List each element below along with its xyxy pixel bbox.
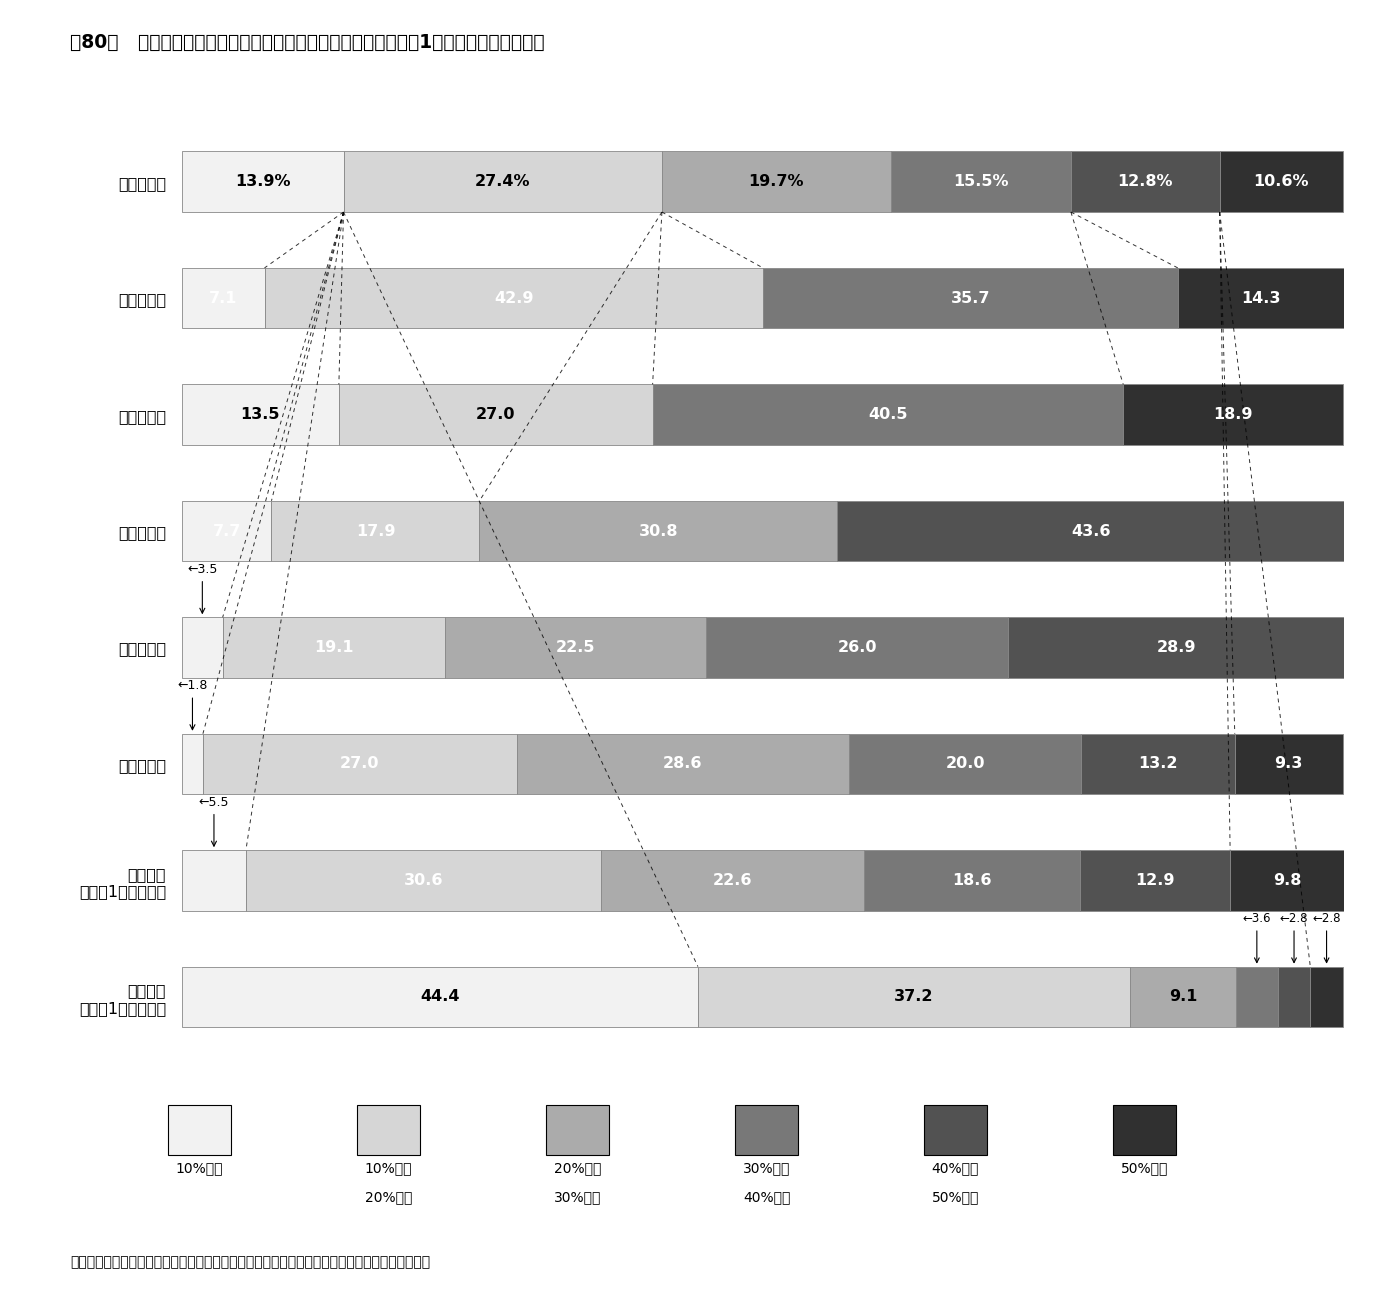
Text: 10%未満: 10%未満 [176,1162,223,1176]
Bar [652,385,1123,445]
Text: 42.9: 42.9 [494,290,533,306]
Text: ←5.5: ←5.5 [199,795,230,846]
Text: 37.2: 37.2 [895,989,934,1005]
Text: 20%以上: 20%以上 [554,1162,601,1176]
Bar [699,967,1130,1027]
Text: 44.4: 44.4 [420,989,459,1005]
Bar [272,501,479,561]
Text: 30.8: 30.8 [638,523,678,539]
Text: 13.5: 13.5 [241,407,280,422]
Text: 30%未満: 30%未満 [554,1190,601,1205]
Text: 15.5%: 15.5% [953,174,1008,190]
Text: 9.1: 9.1 [1169,989,1197,1005]
Text: ←3.5: ←3.5 [188,562,217,613]
Text: 10.6%: 10.6% [1253,174,1309,190]
Text: ←3.6: ←3.6 [1243,913,1271,963]
Bar [1081,850,1231,910]
Bar [223,617,445,678]
Text: 第80図   団体規模別地方税の歳入総額に占める割合の状況（人口1人当たり額の構成比）: 第80図 団体規模別地方税の歳入総額に占める割合の状況（人口1人当たり額の構成比… [70,33,545,52]
Text: 18.6: 18.6 [952,872,993,888]
Bar [246,850,602,910]
Bar [763,268,1177,328]
Bar [1236,967,1278,1027]
Text: 40%未満: 40%未満 [743,1190,790,1205]
Text: 12.8%: 12.8% [1117,174,1173,190]
Bar [182,501,272,561]
Text: 19.7%: 19.7% [749,174,804,190]
Text: 7.7: 7.7 [213,523,241,539]
Bar [1177,268,1344,328]
Bar [1231,850,1344,910]
Text: 7.1: 7.1 [209,290,238,306]
Bar [203,734,517,794]
Text: ←2.8: ←2.8 [1280,913,1308,963]
Bar [182,850,246,910]
Bar [1130,967,1236,1027]
Bar [1219,152,1343,212]
Text: 27.0: 27.0 [476,407,515,422]
Bar [706,617,1008,678]
Bar [339,385,652,445]
Bar [517,734,848,794]
Bar [1310,967,1343,1027]
Text: 27.4%: 27.4% [475,174,531,190]
Bar [1081,734,1235,794]
Text: 19.1: 19.1 [314,640,353,655]
Bar [848,734,1081,794]
Text: （注）　「市町村合計」は、大都市、中核市、特例市、中都市、小都市及び町村の合計である。: （注） 「市町村合計」は、大都市、中核市、特例市、中都市、小都市及び町村の合計で… [70,1254,430,1269]
Bar [182,617,223,678]
Text: ←1.8: ←1.8 [178,679,207,730]
Bar [343,152,662,212]
Text: 18.9: 18.9 [1214,407,1253,422]
Bar [182,385,339,445]
Text: 9.8: 9.8 [1273,872,1301,888]
Text: 9.3: 9.3 [1274,756,1303,772]
Text: 10%以上: 10%以上 [365,1162,412,1176]
Text: ←2.8: ←2.8 [1312,913,1341,963]
Bar [445,617,706,678]
Bar [182,967,699,1027]
Bar [182,268,265,328]
Bar [1278,967,1310,1027]
Bar [890,152,1071,212]
Text: 17.9: 17.9 [356,523,395,539]
Text: 28.9: 28.9 [1156,640,1196,655]
Bar [182,152,343,212]
Bar [837,501,1344,561]
Bar [479,501,837,561]
Bar [1235,734,1343,794]
Text: 13.2: 13.2 [1138,756,1177,772]
Bar [1008,617,1344,678]
Bar [864,850,1081,910]
Bar [1123,385,1343,445]
Text: 28.6: 28.6 [664,756,703,772]
Text: 40.5: 40.5 [868,407,907,422]
Text: 20%未満: 20%未満 [365,1190,412,1205]
Bar [1071,152,1219,212]
Text: 13.9%: 13.9% [235,174,291,190]
Text: 12.9: 12.9 [1135,872,1175,888]
Text: 35.7: 35.7 [951,290,990,306]
Bar [662,152,890,212]
Bar [602,850,864,910]
Text: 43.6: 43.6 [1071,523,1110,539]
Text: 30%以上: 30%以上 [743,1162,790,1176]
Text: 26.0: 26.0 [837,640,876,655]
Text: 30.6: 30.6 [405,872,444,888]
Text: 22.6: 22.6 [713,872,753,888]
Bar [182,734,203,794]
Text: 50%未満: 50%未満 [932,1190,979,1205]
Text: 27.0: 27.0 [340,756,379,772]
Text: 40%以上: 40%以上 [932,1162,979,1176]
Bar [265,268,763,328]
Text: 22.5: 22.5 [556,640,595,655]
Text: 20.0: 20.0 [945,756,986,772]
Text: 50%以上: 50%以上 [1121,1162,1168,1176]
Text: 14.3: 14.3 [1242,290,1281,306]
